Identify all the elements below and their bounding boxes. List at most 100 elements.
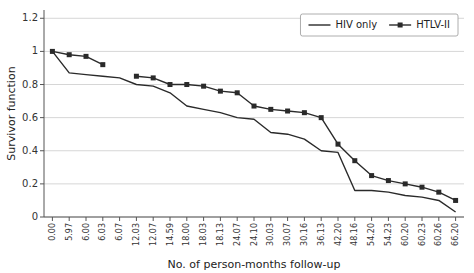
x-tick-label: 6.07 bbox=[115, 223, 124, 241]
x-tick-label: 66.20 bbox=[451, 223, 460, 246]
series-marker bbox=[168, 82, 173, 87]
y-tick-label: 1.2 bbox=[22, 12, 38, 23]
x-tick-label: 54.20 bbox=[367, 223, 376, 246]
x-tick bbox=[405, 217, 406, 221]
series-marker bbox=[319, 115, 324, 120]
x-tick-label: 54.23 bbox=[384, 223, 393, 246]
series-marker bbox=[50, 49, 55, 54]
series-marker bbox=[184, 82, 189, 87]
y-tick bbox=[40, 117, 44, 118]
x-tick bbox=[270, 217, 271, 221]
x-tick-label: 24.07 bbox=[233, 223, 242, 246]
x-tick bbox=[102, 217, 103, 221]
x-tick bbox=[69, 217, 70, 221]
x-tick bbox=[254, 217, 255, 221]
x-tick bbox=[170, 217, 171, 221]
x-tick bbox=[338, 217, 339, 221]
legend-label: HIV only bbox=[335, 19, 377, 30]
series-marker bbox=[84, 54, 89, 59]
y-tick bbox=[40, 18, 44, 19]
series-marker bbox=[134, 74, 139, 79]
series-line bbox=[52, 51, 455, 212]
y-axis bbox=[44, 10, 45, 217]
series-marker bbox=[235, 90, 240, 95]
x-tick-label: 14.59 bbox=[166, 223, 175, 246]
x-tick bbox=[52, 217, 53, 221]
series-marker bbox=[201, 84, 206, 89]
x-tick bbox=[153, 217, 154, 221]
series-marker bbox=[352, 158, 357, 163]
x-tick-label: 42.20 bbox=[334, 223, 343, 246]
x-axis-label: No. of person-months follow-up bbox=[168, 258, 341, 271]
x-tick bbox=[371, 217, 372, 221]
y-axis-label: Survivor function bbox=[5, 66, 18, 160]
y-tick bbox=[40, 150, 44, 151]
grid-line bbox=[44, 150, 464, 151]
x-tick bbox=[203, 217, 204, 221]
x-tick bbox=[438, 217, 439, 221]
x-tick-label: 60.20 bbox=[401, 223, 410, 246]
series-marker bbox=[100, 62, 105, 67]
x-tick-label: 60.23 bbox=[418, 223, 427, 246]
grid-line bbox=[44, 51, 464, 52]
x-tick-label: 18.13 bbox=[216, 223, 225, 246]
x-tick-label: 12.07 bbox=[149, 223, 158, 246]
series-marker bbox=[336, 142, 341, 147]
x-tick-label: 60.26 bbox=[434, 223, 443, 246]
series-marker bbox=[252, 104, 257, 109]
series-marker bbox=[285, 109, 290, 114]
y-tick-label: 0 bbox=[32, 211, 38, 222]
x-tick-label: 6.03 bbox=[98, 223, 107, 241]
legend-marker bbox=[398, 23, 403, 28]
y-tick-label: 0.2 bbox=[22, 178, 38, 189]
legend-label: HTLV-II bbox=[416, 19, 450, 30]
y-tick bbox=[40, 183, 44, 184]
x-tick-label: 18.00 bbox=[182, 223, 191, 246]
series-marker bbox=[268, 107, 273, 112]
grid-line bbox=[44, 117, 464, 118]
series-marker bbox=[453, 198, 458, 203]
y-tick bbox=[40, 217, 44, 218]
series-marker bbox=[420, 185, 425, 190]
series-marker bbox=[151, 75, 156, 80]
x-tick-label: 12.03 bbox=[132, 223, 141, 246]
legend: HIV only HTLV-II bbox=[300, 14, 458, 36]
x-tick bbox=[354, 217, 355, 221]
x-tick-label: 30.03 bbox=[266, 223, 275, 246]
x-tick-label: 48.16 bbox=[350, 223, 359, 246]
x-tick bbox=[321, 217, 322, 221]
series-marker bbox=[302, 110, 307, 115]
plot-area bbox=[50, 49, 458, 212]
y-tick bbox=[40, 51, 44, 52]
series-marker bbox=[386, 178, 391, 183]
x-tick bbox=[86, 217, 87, 221]
x-tick bbox=[136, 217, 137, 221]
x-tick-label: 24.10 bbox=[250, 223, 259, 246]
x-tick bbox=[422, 217, 423, 221]
x-tick-label: 30.07 bbox=[283, 223, 292, 246]
x-tick bbox=[388, 217, 389, 221]
x-tick bbox=[304, 217, 305, 221]
x-tick bbox=[237, 217, 238, 221]
x-tick-label: 5.97 bbox=[65, 223, 74, 241]
legend-box bbox=[300, 14, 458, 36]
series-marker bbox=[436, 190, 441, 195]
x-tick-label: 30.16 bbox=[300, 223, 309, 246]
x-tick bbox=[287, 217, 288, 221]
x-tick bbox=[455, 217, 456, 221]
y-tick-label: 0.8 bbox=[22, 79, 38, 90]
series-marker bbox=[403, 181, 408, 186]
x-tick-label: 18.03 bbox=[199, 223, 208, 246]
x-tick bbox=[186, 217, 187, 221]
legend-swatch bbox=[308, 24, 330, 25]
x-tick-label: 0.00 bbox=[48, 223, 57, 241]
y-tick-label: 1 bbox=[32, 45, 38, 56]
y-tick-label: 0.6 bbox=[22, 112, 38, 123]
series-marker bbox=[218, 89, 223, 94]
x-tick-label: 36.13 bbox=[317, 223, 326, 246]
grid-line bbox=[44, 84, 464, 85]
x-tick bbox=[220, 217, 221, 221]
series-line bbox=[52, 51, 455, 200]
chart: 00.20.40.60.811.20.005.976.006.036.0712.… bbox=[0, 0, 474, 273]
x-tick-label: 6.00 bbox=[82, 223, 91, 241]
